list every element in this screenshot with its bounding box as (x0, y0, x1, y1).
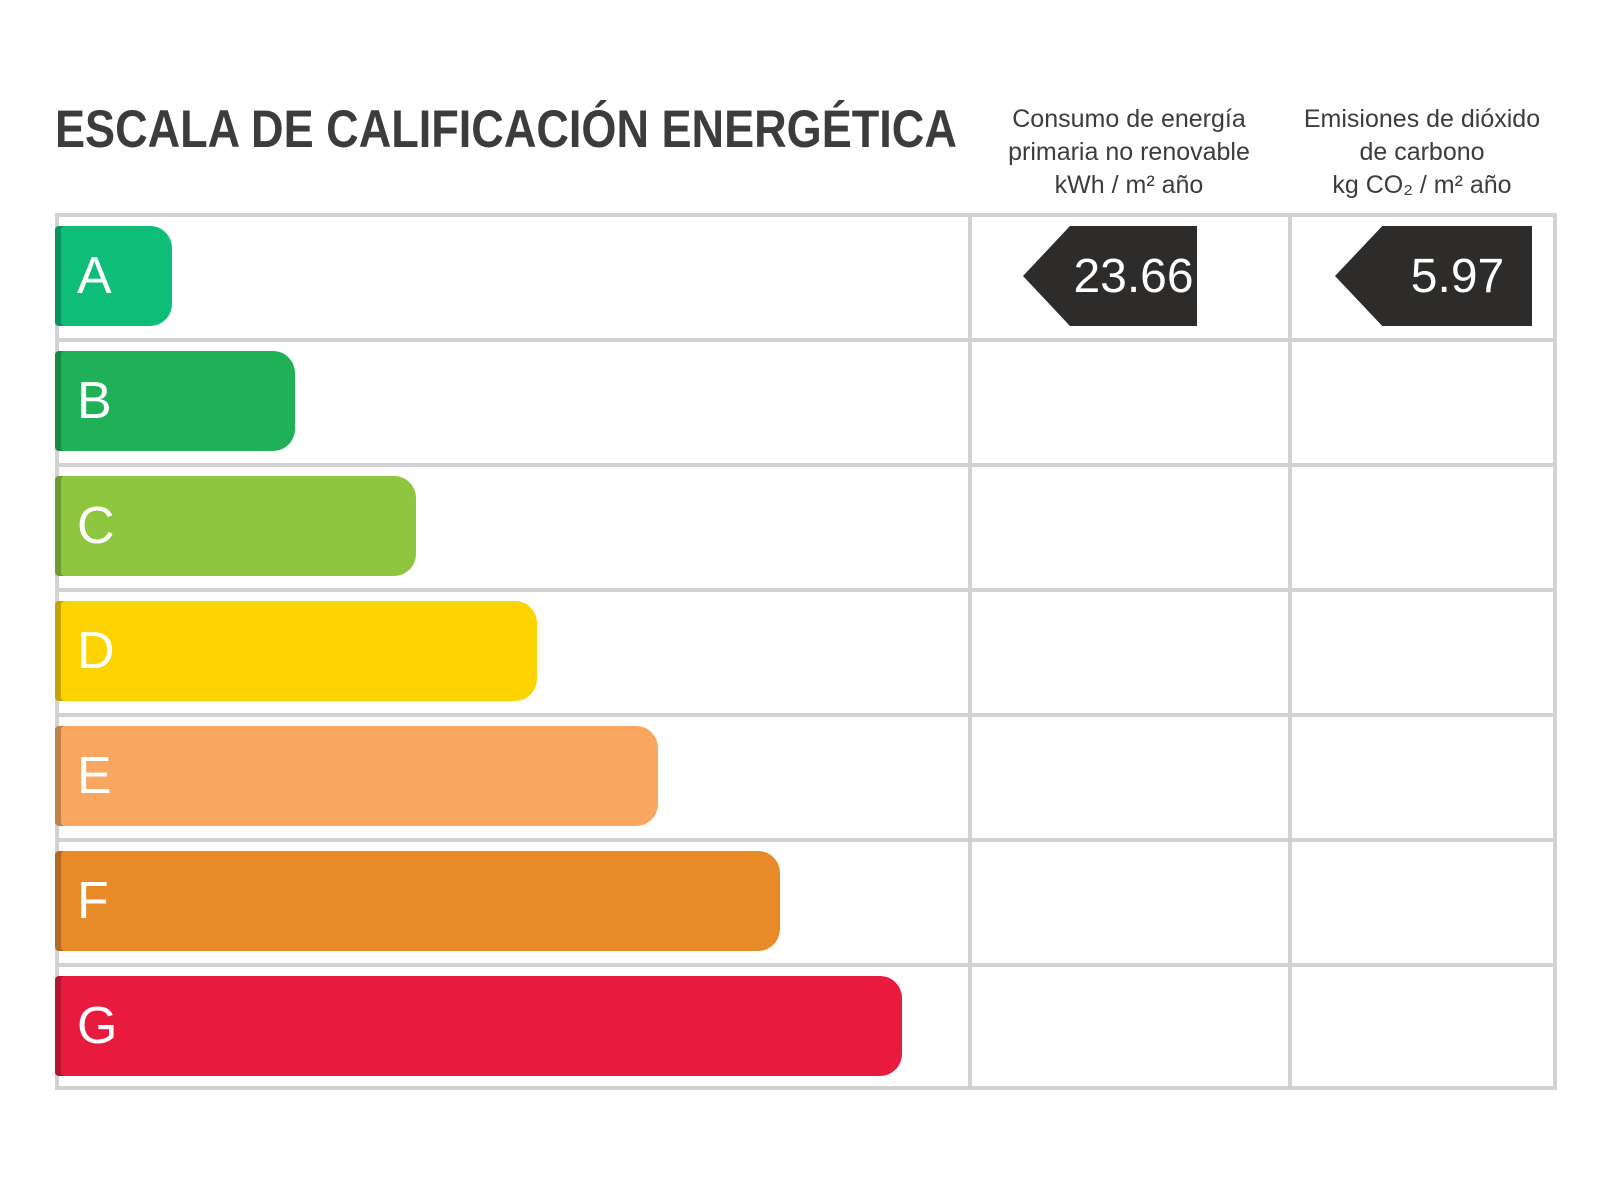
rating-letter-b: B (77, 372, 112, 430)
energy-value: 23.66 (1073, 249, 1194, 303)
row-divider-1 (55, 338, 1557, 342)
rating-bar-f: F (55, 851, 780, 951)
energy-header-units: kWh / m² año (1054, 171, 1204, 199)
emissions-header-line-1: Emisiones de dióxido (1303, 105, 1541, 133)
rating-bar-d: D (55, 601, 537, 701)
emissions-header-line-2: de carbono (1359, 138, 1485, 166)
rating-bar-b: B (55, 351, 295, 451)
rating-bar-c: C (55, 476, 416, 576)
rating-letter-d: D (77, 622, 115, 680)
page-title: ESCALA DE CALIFICACIÓN ENERGÉTICA (55, 100, 957, 159)
row-divider-4 (55, 713, 1557, 717)
rating-bar-e: E (55, 726, 658, 826)
energy-header-line-2: primaria no renovable (1008, 138, 1250, 166)
column-header-energy: Consumo de energía primaria no renovable… (959, 103, 1299, 202)
row-divider-3 (55, 588, 1557, 592)
rating-bar-g: G (55, 976, 902, 1076)
rating-letter-g: G (77, 997, 118, 1055)
rating-letter-f: F (77, 872, 109, 930)
row-divider-2 (55, 463, 1557, 467)
row-divider-6 (55, 963, 1557, 967)
column-divider-2 (1288, 213, 1292, 1090)
rating-bar-a: A (55, 226, 172, 326)
emissions-value-tag: 5.97 (1335, 226, 1532, 326)
energy-header-line-1: Consumo de energía (1012, 105, 1246, 133)
rating-letter-e: E (77, 747, 112, 805)
column-header-emissions: Emisiones de dióxido de carbono kg CO₂ /… (1252, 103, 1592, 202)
row-divider-5 (55, 838, 1557, 842)
rating-letter-a: A (77, 247, 112, 305)
emissions-value: 5.97 (1410, 249, 1505, 303)
rating-letter-c: C (77, 497, 115, 555)
emissions-header-units: kg CO₂ / m² año (1332, 171, 1512, 199)
column-divider-1 (968, 213, 972, 1090)
